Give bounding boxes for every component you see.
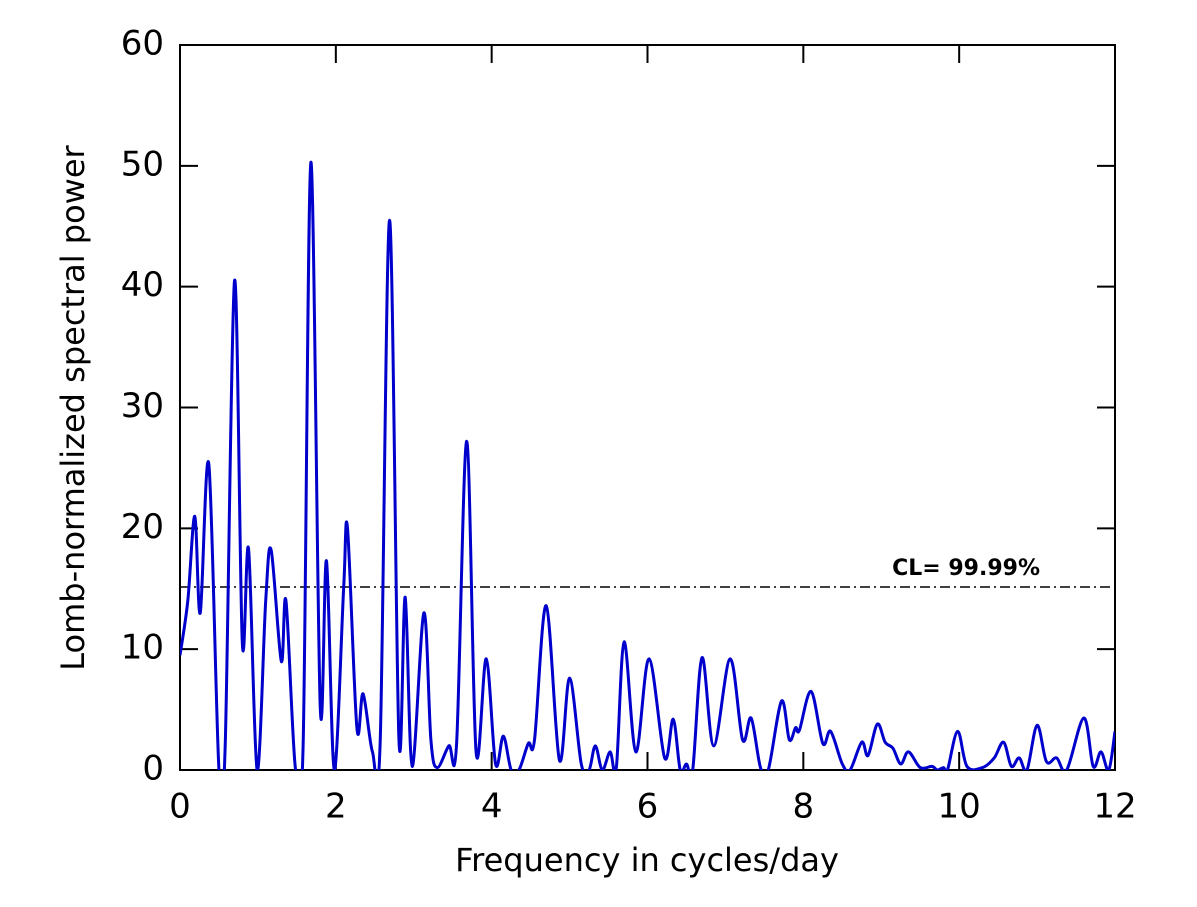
y-tick-label: 20 [121, 507, 164, 547]
y-tick-label: 40 [121, 265, 164, 305]
y-tick-label: 50 [121, 144, 164, 184]
x-tick-label: 12 [1093, 787, 1136, 827]
x-tick-label: 4 [481, 787, 503, 827]
data-line [180, 160, 1115, 770]
x-tick-label: 10 [938, 787, 981, 827]
x-tick-label: 6 [637, 787, 659, 827]
x-tick-label: 0 [169, 787, 191, 827]
y-tick-label: 30 [121, 386, 164, 426]
threshold-label: CL= 99.99% [892, 556, 1040, 581]
y-tick-label: 10 [121, 628, 164, 668]
y-tick-label: 60 [121, 24, 164, 64]
x-tick-label: 8 [793, 787, 815, 827]
x-axis-title: Frequency in cycles/day [455, 841, 839, 879]
y-axis-title: Lomb-normalized spectral power [54, 144, 92, 670]
y-tick-label: 0 [142, 749, 164, 789]
x-tick-label: 2 [325, 787, 347, 827]
